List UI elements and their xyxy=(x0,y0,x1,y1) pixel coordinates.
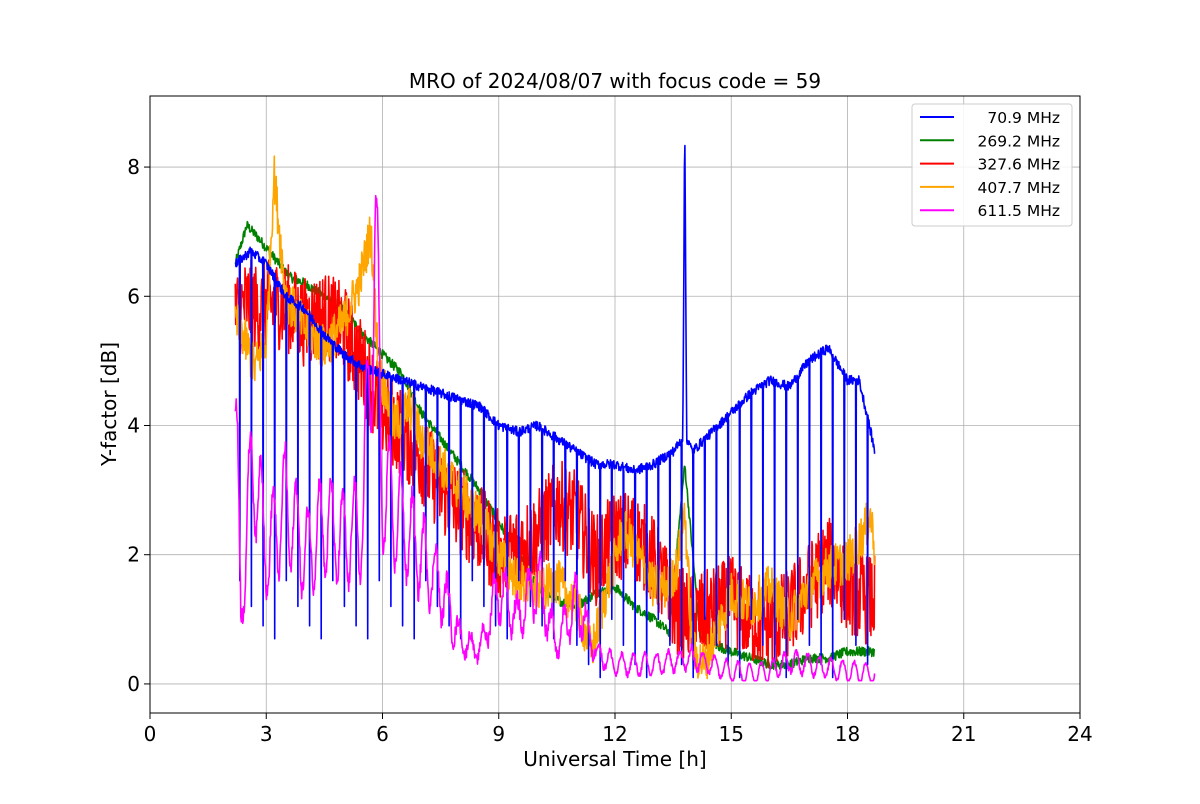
legend: 70.9 MHz 269.2 MHz 327.6 MHz 407.7 MHz 611.5… xyxy=(911,103,1073,227)
y-tick-label: 0 xyxy=(127,672,140,696)
x-tick-label: 15 xyxy=(719,722,744,746)
legend-label-3: 407.7 MHz xyxy=(978,179,1060,197)
x-tick-label: 18 xyxy=(835,722,860,746)
series-line-0 xyxy=(234,144,876,679)
x-tick-label: 24 xyxy=(1067,722,1092,746)
x-tick-label: 0 xyxy=(144,722,157,746)
series-line-4 xyxy=(234,194,876,682)
chart-title: MRO of 2024/08/07 with focus code = 59 xyxy=(409,69,821,93)
series-layer xyxy=(234,144,876,682)
y-tick-label: 2 xyxy=(127,543,140,567)
legend-label-1: 269.2 MHz xyxy=(978,132,1060,150)
legend-label-2: 327.6 MHz xyxy=(978,156,1060,174)
series-line-3 xyxy=(234,155,876,680)
y-tick-label: 8 xyxy=(127,155,140,179)
x-tick-label: 12 xyxy=(602,722,627,746)
x-tick-label: 9 xyxy=(492,722,505,746)
legend-label-0: 70.9 MHz xyxy=(982,109,1060,127)
y-tick-label: 6 xyxy=(127,284,140,308)
legend-label-4: 611.5 MHz xyxy=(978,202,1060,220)
y-tick-label: 4 xyxy=(127,413,140,437)
x-tick-label: 6 xyxy=(376,722,389,746)
x-tick-label: 21 xyxy=(951,722,976,746)
y-axis-label: Y-factor [dB] xyxy=(97,342,121,467)
x-axis-label: Universal Time [h] xyxy=(523,747,706,771)
legend-box xyxy=(911,103,1073,227)
x-tick-label: 3 xyxy=(260,722,273,746)
